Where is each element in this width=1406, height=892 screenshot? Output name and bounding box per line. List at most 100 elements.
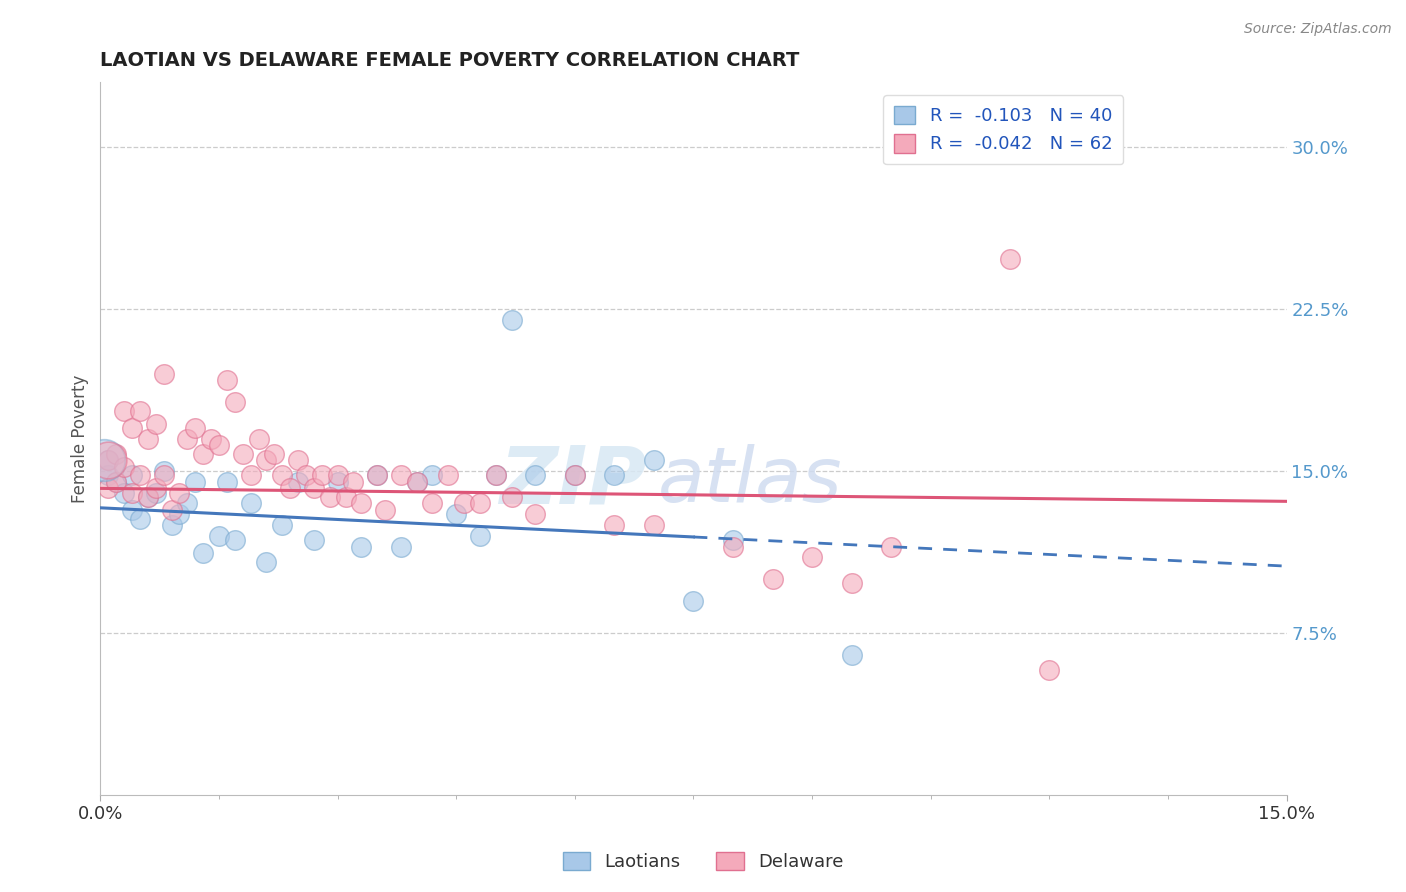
Point [263,447,285,461]
Point [271,518,294,533]
Text: atlas: atlas [658,444,842,518]
Point [603,468,626,483]
Point [468,529,491,543]
Point [152,468,174,483]
Text: LAOTIAN VS DELAWARE FEMALE POVERTY CORRELATION CHART: LAOTIAN VS DELAWARE FEMALE POVERTY CORRE… [100,51,800,70]
Point [389,540,412,554]
Point [342,475,364,489]
Point [254,555,277,569]
Point [422,496,444,510]
Point [335,490,357,504]
Point [302,533,325,548]
Point [350,496,373,510]
Point [105,447,128,461]
Point [169,485,191,500]
Point [239,496,262,510]
Point [97,453,120,467]
Point [224,395,246,409]
Point [287,475,309,489]
Point [524,468,547,483]
Point [287,453,309,467]
Point [564,468,586,483]
Point [374,503,396,517]
Point [501,490,523,504]
Point [152,367,174,381]
Point [97,453,120,467]
Point [564,468,586,483]
Point [97,468,120,483]
Point [169,508,191,522]
Point [112,459,135,474]
Point [128,511,150,525]
Point [239,468,262,483]
Point [254,453,277,467]
Point [405,475,427,489]
Point [247,432,270,446]
Point [160,518,183,533]
Point [326,475,349,489]
Point [136,490,159,504]
Y-axis label: Female Poverty: Female Poverty [72,375,89,503]
Point [145,482,167,496]
Point [232,447,254,461]
Point [643,518,665,533]
Point [841,648,863,662]
Point [160,503,183,517]
Text: Source: ZipAtlas.com: Source: ZipAtlas.com [1244,22,1392,37]
Point [998,252,1021,267]
Point [176,496,198,510]
Point [128,468,150,483]
Point [350,540,373,554]
Point [105,475,128,489]
Point [121,468,143,483]
Point [271,468,294,483]
Point [121,421,143,435]
Point [366,468,388,483]
Point [215,475,238,489]
Point [191,546,214,560]
Point [682,593,704,607]
Point [485,468,508,483]
Point [208,529,231,543]
Point [97,482,120,496]
Point [112,403,135,417]
Point [524,508,547,522]
Point [501,313,523,327]
Point [485,468,508,483]
Point [389,468,412,483]
Point [295,468,318,483]
Legend: Laotians, Delaware: Laotians, Delaware [555,845,851,879]
Point [366,468,388,483]
Point [97,453,120,467]
Point [152,464,174,478]
Point [176,432,198,446]
Point [128,403,150,417]
Point [1038,663,1060,677]
Point [326,468,349,483]
Point [145,417,167,431]
Point [437,468,460,483]
Point [121,503,143,517]
Point [302,482,325,496]
Point [311,468,333,483]
Point [453,496,475,510]
Point [643,453,665,467]
Point [278,482,301,496]
Point [721,533,744,548]
Point [318,490,340,504]
Point [112,485,135,500]
Point [215,373,238,387]
Legend: R =  -0.103   N = 40, R =  -0.042   N = 62: R = -0.103 N = 40, R = -0.042 N = 62 [883,95,1123,164]
Point [468,496,491,510]
Point [721,540,744,554]
Point [880,540,903,554]
Point [184,475,207,489]
Point [136,432,159,446]
Text: ZIP: ZIP [499,442,645,520]
Point [136,490,159,504]
Point [105,475,128,489]
Point [224,533,246,548]
Point [422,468,444,483]
Point [200,432,222,446]
Point [93,453,115,467]
